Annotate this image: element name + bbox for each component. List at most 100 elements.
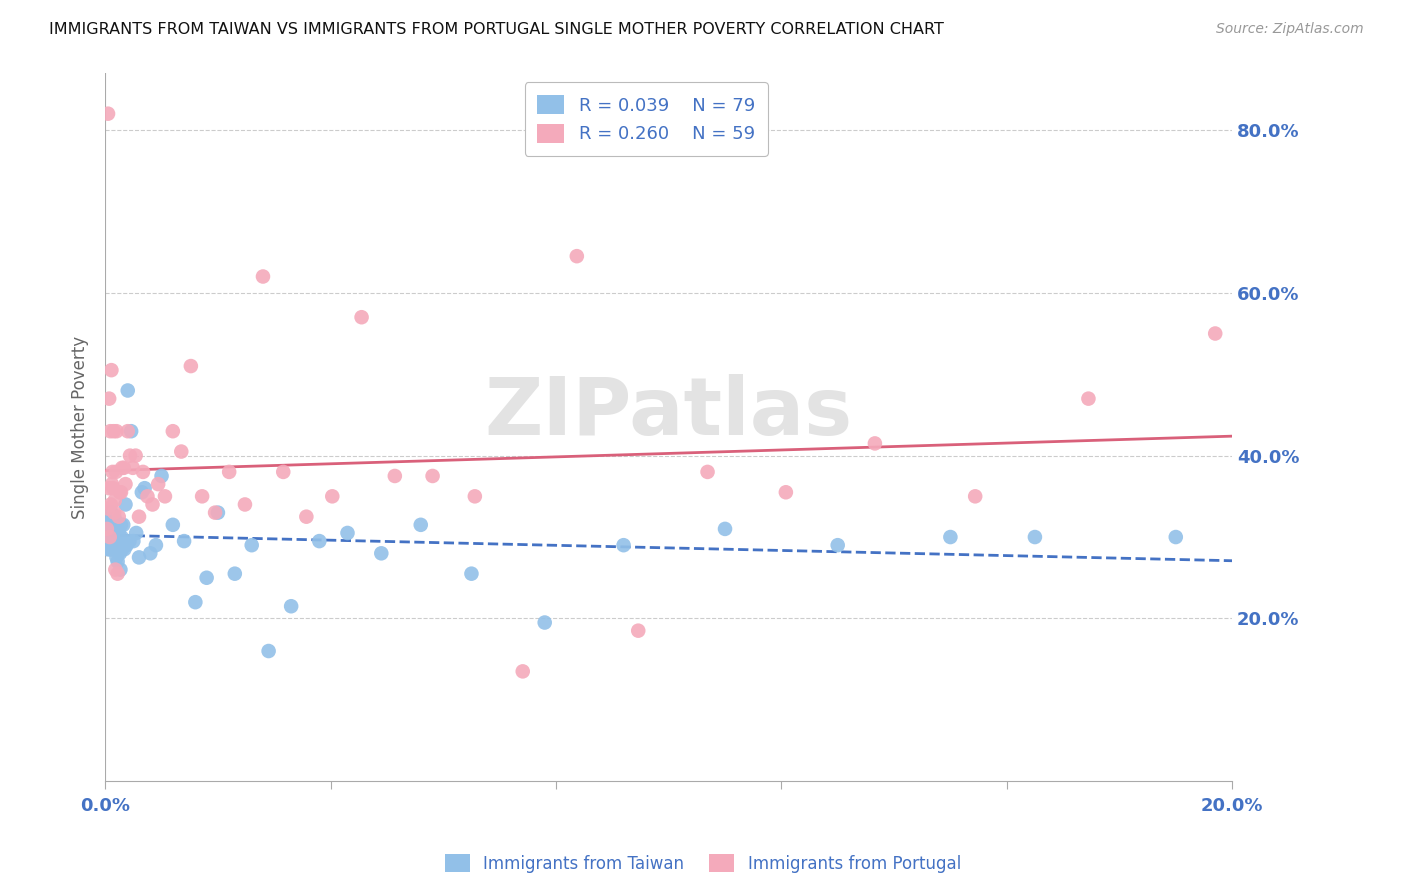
Point: [101, 530, 124, 544]
Point: [1204, 326, 1226, 341]
Point: [121, 460, 143, 475]
Point: [108, 534, 131, 549]
Point: [105, 538, 128, 552]
Text: Source: ZipAtlas.com: Source: ZipAtlas.com: [1216, 22, 1364, 37]
Point: [98, 530, 121, 544]
Point: [104, 514, 127, 528]
Point: [422, 469, 444, 483]
Point: [122, 534, 145, 549]
Point: [112, 542, 135, 557]
Point: [112, 460, 135, 475]
Y-axis label: Single Mother Poverty: Single Mother Poverty: [72, 335, 89, 518]
Point: [240, 538, 263, 552]
Point: [100, 522, 122, 536]
Point: [98, 509, 121, 524]
Point: [370, 546, 392, 560]
Point: [150, 469, 173, 483]
Point: [107, 509, 129, 524]
Point: [233, 498, 256, 512]
Point: [107, 522, 129, 536]
Point: [145, 538, 167, 552]
Point: [98, 481, 121, 495]
Point: [111, 542, 134, 557]
Point: [191, 489, 214, 503]
Legend: R = 0.039    N = 79, R = 0.260    N = 59: R = 0.039 N = 79, R = 0.260 N = 59: [524, 82, 768, 156]
Point: [533, 615, 555, 630]
Legend: Immigrants from Taiwan, Immigrants from Portugal: Immigrants from Taiwan, Immigrants from …: [439, 847, 967, 880]
Point: [112, 517, 135, 532]
Point: [97, 501, 120, 516]
Point: [104, 465, 127, 479]
Point: [107, 525, 129, 540]
Point: [104, 563, 127, 577]
Point: [117, 384, 139, 398]
Point: [100, 498, 122, 512]
Point: [148, 477, 170, 491]
Point: [120, 424, 142, 438]
Point: [98, 517, 121, 532]
Point: [965, 489, 987, 503]
Point: [308, 534, 330, 549]
Point: [107, 566, 129, 581]
Point: [714, 522, 737, 536]
Point: [104, 542, 127, 557]
Point: [627, 624, 650, 638]
Point: [101, 538, 124, 552]
Point: [204, 506, 226, 520]
Point: [96, 530, 118, 544]
Point: [139, 546, 162, 560]
Point: [103, 538, 125, 552]
Point: [464, 489, 486, 503]
Point: [101, 465, 124, 479]
Point: [100, 538, 122, 552]
Point: [136, 489, 159, 503]
Point: [105, 517, 128, 532]
Point: [108, 485, 131, 500]
Point: [696, 465, 718, 479]
Point: [111, 460, 134, 475]
Point: [128, 509, 150, 524]
Point: [100, 506, 122, 520]
Point: [98, 392, 121, 406]
Point: [409, 517, 432, 532]
Point: [98, 506, 121, 520]
Point: [131, 485, 153, 500]
Point: [939, 530, 962, 544]
Point: [103, 542, 125, 557]
Point: [141, 498, 163, 512]
Point: [195, 571, 218, 585]
Point: [101, 481, 124, 495]
Point: [105, 424, 128, 438]
Point: [1077, 392, 1099, 406]
Text: ZIPatlas: ZIPatlas: [485, 374, 853, 452]
Point: [101, 477, 124, 491]
Point: [101, 522, 124, 536]
Point: [105, 550, 128, 565]
Point: [460, 566, 482, 581]
Point: [103, 525, 125, 540]
Point: [384, 469, 406, 483]
Point: [512, 665, 534, 679]
Point: [101, 517, 124, 532]
Point: [132, 465, 155, 479]
Point: [613, 538, 636, 552]
Point: [775, 485, 797, 500]
Point: [110, 563, 132, 577]
Point: [98, 542, 121, 557]
Point: [218, 465, 240, 479]
Point: [97, 522, 120, 536]
Point: [271, 465, 294, 479]
Point: [153, 489, 176, 503]
Point: [321, 489, 343, 503]
Point: [98, 424, 121, 438]
Point: [180, 359, 202, 373]
Point: [184, 595, 207, 609]
Point: [107, 554, 129, 568]
Point: [103, 506, 125, 520]
Point: [118, 534, 141, 549]
Point: [295, 509, 318, 524]
Point: [252, 269, 274, 284]
Point: [104, 530, 127, 544]
Point: [115, 538, 138, 552]
Point: [1024, 530, 1046, 544]
